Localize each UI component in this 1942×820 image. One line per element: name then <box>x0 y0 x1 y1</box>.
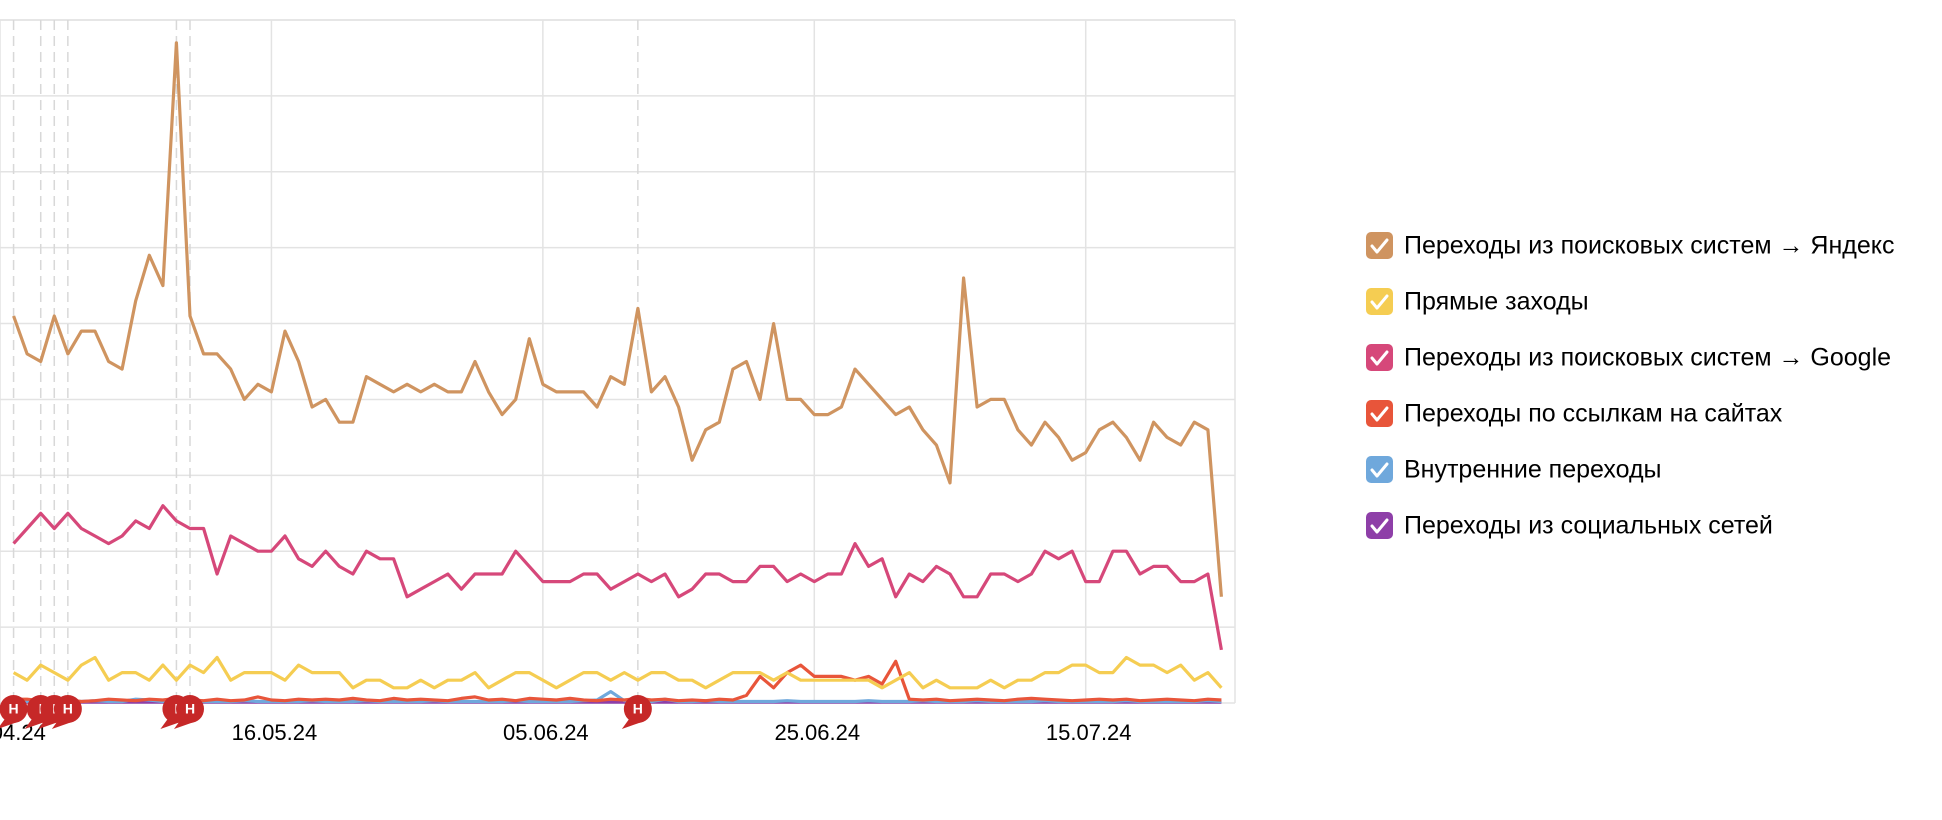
legend-check <box>1370 238 1389 254</box>
legend-check <box>1370 350 1389 366</box>
legend-item[interactable]: Переходы из поисковых систем → Яндекс <box>1366 232 1895 260</box>
legend-check <box>1370 406 1389 422</box>
legend-checkbox[interactable] <box>1366 456 1393 483</box>
legend-checkbox[interactable] <box>1366 344 1393 371</box>
legend-label[interactable]: Переходы из социальных сетей <box>1404 512 1773 540</box>
annotation-bubble <box>623 695 652 723</box>
series-line <box>13 659 1222 704</box>
series-line <box>12 504 1223 651</box>
legend-item[interactable]: Переходы из социальных сетей <box>1366 512 1773 540</box>
legend-label[interactable]: Переходы из поисковых систем → Google <box>1404 344 1891 372</box>
legend-checkbox[interactable] <box>1366 288 1393 315</box>
annotation-label: H <box>185 701 195 717</box>
legend-item[interactable]: Внутренние переходы <box>1366 456 1662 484</box>
annotation-label: H <box>9 701 19 717</box>
legend-label[interactable]: Прямые заходы <box>1404 288 1589 316</box>
annotation-label: H <box>63 701 73 717</box>
annotation-bubble <box>0 695 28 723</box>
annotation-label: H <box>633 701 643 717</box>
legend-checkbox[interactable] <box>1366 512 1393 539</box>
legend-check <box>1370 518 1389 534</box>
x-tick-label: 25.06.24 <box>774 720 860 745</box>
x-tick-label: 15.07.24 <box>1046 720 1132 745</box>
series-line <box>12 41 1223 597</box>
legend-item[interactable]: Переходы по ссылкам на сайтах <box>1366 400 1783 428</box>
legend-label[interactable]: Переходы по ссылкам на сайтах <box>1404 400 1783 428</box>
x-tick-label: 05.06.24 <box>503 720 589 745</box>
series-line <box>12 655 1223 690</box>
legend-label[interactable]: Переходы из поисковых систем → Яндекс <box>1404 232 1895 260</box>
annotation-marker[interactable]: H <box>51 695 82 729</box>
annotation-bubble <box>53 695 82 723</box>
legend-item[interactable]: Переходы из поисковых систем → Google <box>1366 344 1891 372</box>
legend-check <box>1370 462 1389 478</box>
annotation-bubble <box>176 695 204 723</box>
x-tick-label: 16.05.24 <box>232 720 318 745</box>
annotation-marker[interactable]: H <box>174 695 204 729</box>
legend-label[interactable]: Внутренние переходы <box>1404 456 1662 484</box>
annotation-marker[interactable]: H <box>0 695 28 729</box>
series-line <box>13 690 1222 704</box>
legend-checkbox[interactable] <box>1366 400 1393 427</box>
legend-checkbox[interactable] <box>1366 232 1393 259</box>
annotation-marker[interactable]: H <box>621 695 652 729</box>
legend-item[interactable]: Прямые заходы <box>1366 288 1589 316</box>
legend-check <box>1370 294 1389 310</box>
